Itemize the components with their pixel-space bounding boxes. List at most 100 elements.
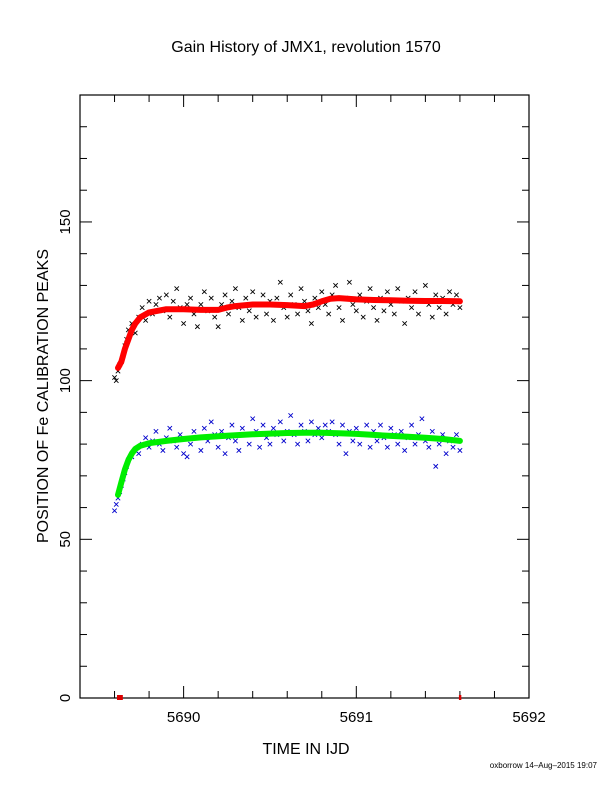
- footer-credit: oxborrow 14–Aug–2015 19:07: [490, 761, 598, 770]
- data-point: [384, 444, 390, 450]
- data-point: [284, 314, 290, 320]
- series-layer: [112, 279, 463, 514]
- x-tick-label: 5692: [512, 709, 545, 726]
- chart-title: Gain History of JMX1, revolution 1570: [171, 39, 441, 56]
- data-point: [274, 295, 280, 301]
- data-point: [381, 308, 387, 314]
- data-point: [453, 432, 459, 438]
- data-point: [412, 289, 418, 295]
- data-point: [339, 317, 346, 323]
- data-point: [419, 416, 425, 422]
- data-point: [443, 451, 449, 457]
- data-point: [353, 308, 359, 314]
- data-point: [222, 292, 228, 298]
- data-point: [267, 441, 273, 447]
- data-point: [188, 441, 194, 447]
- y-tick-label: 100: [57, 368, 74, 393]
- data-point: [298, 286, 304, 292]
- fit-line: [115, 295, 463, 371]
- data-point: [239, 317, 245, 323]
- data-point: [243, 295, 249, 301]
- data-point: [453, 292, 459, 298]
- data-point: [305, 438, 311, 444]
- data-point: [270, 317, 276, 323]
- data-point: [336, 305, 342, 311]
- data-point: [301, 298, 308, 304]
- data-point: [232, 286, 238, 292]
- data-point: [281, 438, 287, 444]
- data-point: [353, 425, 359, 431]
- data-point: [215, 444, 221, 450]
- data-point: [263, 311, 270, 317]
- data-point: [429, 428, 435, 434]
- data-point: [188, 295, 194, 301]
- data-point: [443, 311, 449, 317]
- data-point: [222, 451, 228, 457]
- data-point: [194, 324, 200, 330]
- data-point: [112, 374, 118, 380]
- data-point: [384, 289, 390, 295]
- data-point: [170, 298, 176, 304]
- data-point: [326, 311, 332, 317]
- data-point: [436, 441, 442, 447]
- data-point: [388, 425, 394, 431]
- data-point: [160, 447, 166, 453]
- data-point: [215, 324, 221, 330]
- axis-marker: [120, 695, 123, 700]
- data-point: [426, 444, 432, 450]
- data-point: [246, 441, 252, 447]
- data-point: [260, 422, 266, 428]
- data-point: [346, 279, 352, 285]
- data-point: [232, 438, 238, 444]
- data-point: [208, 419, 214, 425]
- data-point: [305, 308, 311, 314]
- data-point: [457, 447, 463, 453]
- data-point: [336, 441, 342, 447]
- data-point: [191, 428, 197, 434]
- axis-marker: [118, 695, 122, 700]
- data-point: [409, 305, 415, 311]
- data-point: [277, 279, 283, 285]
- series-0: [112, 279, 463, 384]
- data-point: [295, 441, 301, 447]
- data-point: [212, 314, 218, 320]
- data-point: [374, 317, 380, 323]
- data-point: [270, 425, 276, 431]
- data-point: [298, 422, 304, 428]
- data-point: [364, 422, 370, 428]
- data-point: [433, 463, 439, 469]
- data-point: [253, 314, 259, 320]
- data-point: [333, 282, 339, 288]
- data-point: [181, 320, 187, 327]
- data-point: [308, 320, 314, 327]
- data-point: [250, 416, 256, 422]
- data-point: [402, 447, 408, 453]
- data-point: [198, 447, 204, 453]
- plot-frame: [79, 94, 530, 699]
- data-point: [143, 317, 149, 323]
- data-point: [246, 308, 252, 314]
- data-point: [277, 419, 283, 425]
- data-point: [229, 298, 235, 304]
- data-point: [357, 441, 363, 447]
- data-point: [198, 301, 204, 307]
- data-point: [163, 292, 169, 298]
- data-point: [312, 295, 318, 301]
- data-point: [371, 305, 377, 311]
- y-axis-label: POSITION OF Fe CALIBRATION PEAKS: [35, 249, 52, 543]
- data-point: [415, 311, 421, 317]
- data-point: [229, 422, 235, 428]
- data-point: [357, 292, 363, 298]
- data-point: [257, 444, 263, 450]
- data-point: [350, 301, 356, 307]
- data-point: [177, 432, 183, 438]
- data-point: [113, 501, 119, 507]
- axis-markers-layer: [116, 695, 462, 700]
- data-point: [398, 428, 404, 434]
- data-point: [184, 454, 190, 460]
- data-point: [402, 320, 408, 327]
- data-point: [136, 451, 142, 457]
- fit-line: [115, 429, 463, 498]
- data-point: [391, 311, 397, 317]
- ticks-layer: 5690 5691 5692 0 50 100 150: [57, 94, 546, 726]
